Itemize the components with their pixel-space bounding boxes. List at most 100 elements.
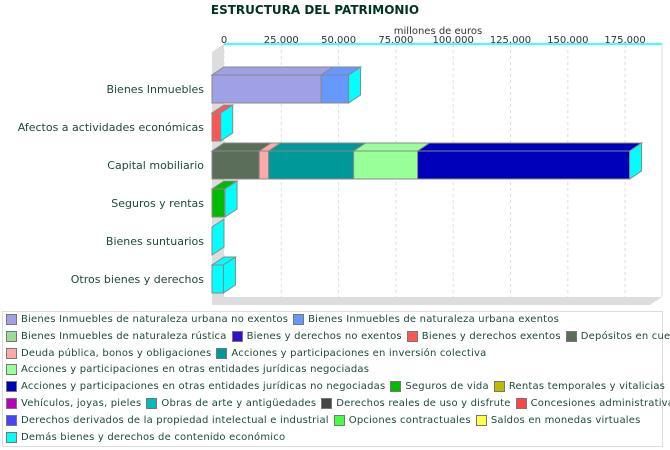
legend-item[interactable]: Vehículos, joyas, pieles <box>6 397 142 409</box>
legend-row: Deuda pública, bonos y obligaciones Accio… <box>6 347 659 365</box>
legend-swatch <box>493 381 505 393</box>
x-tick-label: 100.000 <box>433 35 474 46</box>
bar-chart: ESTRUCTURA DEL PATRIMONIO millones de eu… <box>18 3 663 305</box>
legend-swatch <box>146 397 158 409</box>
legend-label: Saldos en monedas virtuales <box>490 414 641 426</box>
legend-item[interactable]: Concesiones administrativas <box>515 397 670 409</box>
legend-label: Demás bienes y derechos de contenido eco… <box>21 431 286 443</box>
legend-label: Acciones y participaciones en otras enti… <box>21 364 370 376</box>
x-tick-label: 175.000 <box>604 35 645 46</box>
legend-row: Bienes Inmuebles de naturaleza rústica Bi… <box>6 330 670 348</box>
legend-item[interactable]: Obras de arte y antigüedades <box>146 397 317 409</box>
legend-label: Depósitos en cuenta <box>580 330 670 342</box>
legend-row: Vehículos, joyas, pieles Obras de arte y … <box>6 397 670 415</box>
legend-label: Opciones contractuales <box>348 414 471 426</box>
legend-label: Seguros de vida <box>405 381 489 393</box>
x-tick-label: 150.000 <box>547 35 588 46</box>
legend-item[interactable]: Acciones y participaciones en inversión … <box>216 347 486 359</box>
bar-segment-top <box>351 142 432 152</box>
legend-row: Acciones y participaciones en otras enti… <box>6 381 665 398</box>
legend-label: Bienes y derechos exentos <box>421 330 561 342</box>
legend-item[interactable]: Rentas temporales y vitalicias <box>493 381 665 393</box>
bar-segment <box>417 150 631 180</box>
legend-item[interactable]: Bienes y derechos no exentos <box>231 330 402 342</box>
bar-segment <box>211 150 260 180</box>
legend: Bienes Inmuebles de naturaleza urbana no… <box>2 311 670 449</box>
category-label: Otros bienes y derechos <box>71 273 205 286</box>
bar-end-face <box>211 218 225 256</box>
legend-item[interactable]: Bienes y derechos exentos <box>406 330 561 342</box>
legend-label: Bienes Inmuebles de naturaleza urbana ex… <box>308 314 560 325</box>
legend-item[interactable]: Acciones y participaciones en otras enti… <box>6 364 370 376</box>
x-axis-label: millones de euros <box>394 26 482 37</box>
category-label: Bienes Inmuebles <box>106 83 204 96</box>
bar-segment-top <box>415 142 644 152</box>
legend-label: Bienes Inmuebles de naturaleza urbana no… <box>21 314 289 325</box>
bar-segment <box>320 74 350 104</box>
legend-swatch <box>231 330 243 342</box>
category-label: Bienes suntuarios <box>106 235 204 248</box>
legend-swatch <box>6 364 17 376</box>
legend-swatch <box>565 330 577 342</box>
x-tick-label: 125.000 <box>490 35 531 46</box>
legend-swatch <box>515 397 527 409</box>
legend-label: Bienes Inmuebles de naturaleza rústica <box>21 330 227 342</box>
category-label: Capital mobiliario <box>107 159 204 172</box>
legend-item[interactable]: Saldos en monedas virtuales <box>475 414 641 426</box>
legend-item[interactable]: Derechos derivados de la propiedad intel… <box>6 414 329 426</box>
floor <box>212 297 662 305</box>
legend-swatch <box>6 431 17 443</box>
x-tick-label: 0 <box>221 35 227 46</box>
legend-item[interactable]: Bienes Inmuebles de naturaleza urbana no… <box>6 314 288 325</box>
x-tick-label: 75.000 <box>378 35 413 46</box>
legend-item[interactable]: Deuda pública, bonos y obligaciones <box>6 347 212 359</box>
legend-item[interactable]: Seguros de vida <box>390 381 489 393</box>
legend-label: Concesiones administrativas <box>530 397 670 409</box>
legend-swatch <box>390 381 402 393</box>
bar-segment <box>353 150 419 180</box>
bar-segment <box>211 264 224 294</box>
legend-label: Deuda pública, bonos y obligaciones <box>21 347 212 359</box>
legend-item[interactable]: Derechos reales de uso y disfrute <box>321 397 511 409</box>
bar-segment <box>268 150 355 180</box>
legend-row: Bienes Inmuebles de naturaleza urbana no… <box>6 314 659 331</box>
x-tick-label: 25.000 <box>264 35 299 46</box>
bar-segment <box>211 188 226 218</box>
legend-swatch <box>6 347 17 359</box>
bar-end-face <box>222 256 236 294</box>
legend-item[interactable]: Demás bienes y derechos de contenido eco… <box>6 431 286 443</box>
bar-segment-top <box>210 66 335 76</box>
legend-swatch <box>216 347 228 359</box>
legend-swatch <box>321 397 333 409</box>
legend-label: Bienes y derechos no exentos <box>246 330 402 342</box>
legend-item[interactable]: Depósitos en cuenta <box>565 330 670 342</box>
legend-label: Derechos derivados de la propiedad intel… <box>21 414 329 426</box>
legend-swatch <box>6 330 17 342</box>
legend-swatch <box>475 414 487 426</box>
legend-item[interactable]: Bienes Inmuebles de naturaleza rústica <box>6 330 227 342</box>
chart-title: ESTRUCTURA DEL PATRIMONIO <box>211 3 419 17</box>
legend-swatch <box>293 314 305 325</box>
bar-segment <box>258 150 270 180</box>
legend-row: Derechos derivados de la propiedad intel… <box>6 414 659 432</box>
legend-item[interactable]: Acciones y participaciones en otras enti… <box>6 381 386 393</box>
legend-item[interactable]: Bienes Inmuebles de naturaleza urbana ex… <box>293 314 559 325</box>
legend-swatch <box>406 330 418 342</box>
legend-swatch <box>6 397 17 409</box>
category-label: Afectos a actividades económicas <box>18 121 205 134</box>
legend-label: Vehículos, joyas, pieles <box>21 397 142 409</box>
bar-end-face <box>224 180 238 218</box>
legend-swatch <box>333 414 345 426</box>
legend-swatch <box>6 414 17 426</box>
legend-label: Obras de arte y antigüedades <box>161 397 317 409</box>
legend-label: Derechos reales de uso y disfrute <box>336 397 511 409</box>
legend-row: Demás bienes y derechos de contenido eco… <box>6 431 659 449</box>
bar-end-face <box>629 142 643 180</box>
category-label: Seguros y rentas <box>111 197 204 210</box>
legend-label: Acciones y participaciones en otras enti… <box>21 381 386 393</box>
legend-item[interactable]: Opciones contractuales <box>333 414 471 426</box>
legend-swatch <box>6 381 17 393</box>
bar-segment-top <box>266 142 368 152</box>
x-tick-label: 50.000 <box>321 35 356 46</box>
